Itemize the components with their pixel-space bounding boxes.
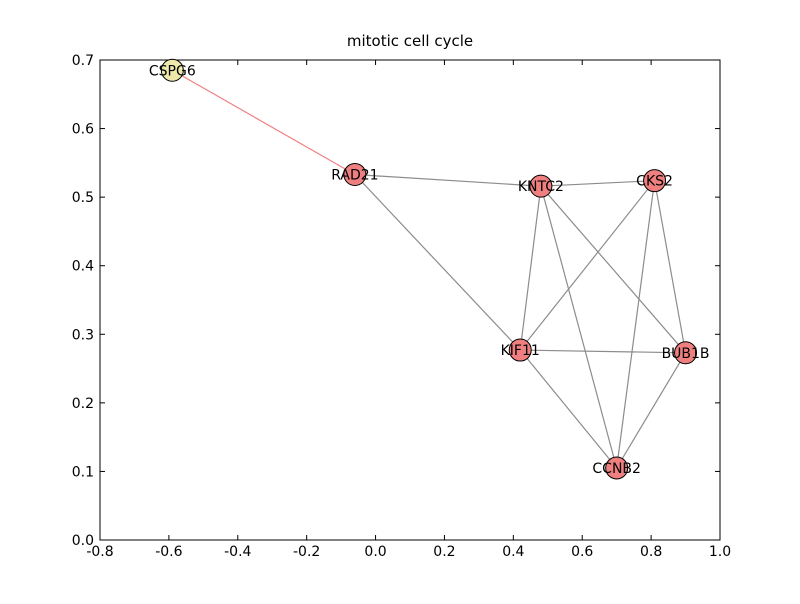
y-tick-label: 0.0 [72, 533, 94, 549]
node-label-ccnb2: CCNB2 [592, 461, 641, 477]
node-label-kif11: KIF11 [501, 343, 540, 359]
x-tick-label: 0.8 [640, 544, 662, 560]
x-tick-label: 0.4 [502, 544, 524, 560]
x-tick-label: 0.6 [571, 544, 593, 560]
node-label-cspg6: CSPG6 [149, 63, 196, 79]
edge-rad21-kif11 [354, 174, 521, 351]
edge-kntc2-kif11 [519, 186, 542, 351]
labels-layer: CSPG6 RAD21 KNTC2 CKS2 KIF11 BUB1B CCNB2 [149, 63, 710, 477]
x-tick-label: -0.2 [293, 544, 320, 560]
node-label-kntc2: KNTC2 [518, 179, 564, 195]
edge-bub1b-ccnb2 [616, 352, 687, 469]
x-tick-label: 0.0 [364, 544, 386, 560]
node-ccnb2 [605, 456, 629, 480]
edge-cks2-bub1b [653, 180, 687, 353]
edge-kntc2-bub1b [540, 185, 687, 354]
chart-title: mitotic cell cycle [347, 32, 473, 50]
y-tick-label: 0.1 [72, 464, 94, 480]
node-kif11 [508, 338, 532, 362]
y-tick-label: 0.3 [72, 327, 94, 343]
edge-kif11-bub1b [520, 349, 686, 354]
x-tick-label: 1.0 [709, 544, 731, 560]
edges-layer [172, 69, 687, 469]
y-tick-label: 0.5 [72, 190, 94, 206]
x-tick-label: -0.8 [86, 544, 113, 560]
edge-cspg6-rad21 [172, 69, 356, 176]
y-tick-label: 0.2 [72, 396, 94, 412]
node-kntc2 [529, 174, 553, 198]
y-tick-label: 0.6 [72, 122, 94, 138]
edge-kif11-ccnb2 [519, 349, 618, 469]
node-label-cks2: CKS2 [636, 174, 673, 190]
node-bub1b [674, 341, 698, 365]
node-cks2 [643, 169, 667, 193]
node-rad21 [343, 163, 367, 187]
x-tick-label: -0.4 [224, 544, 251, 560]
edge-kntc2-ccnb2 [540, 186, 618, 469]
x-tick-label: -0.6 [155, 544, 182, 560]
y-tick-label: 0.7 [72, 53, 94, 69]
edge-cks2-kif11 [519, 180, 656, 351]
nodes-layer [160, 58, 698, 480]
x-tick-label: 0.2 [433, 544, 455, 560]
edge-cks2-ccnb2 [616, 180, 656, 469]
edge-rad21-kntc2 [354, 173, 541, 187]
y-tick-label: 0.4 [72, 259, 94, 275]
edge-kntc2-cks2 [540, 180, 655, 187]
node-cspg6 [160, 58, 184, 82]
node-label-bub1b: BUB1B [662, 346, 710, 362]
node-label-rad21: RAD21 [331, 168, 378, 184]
